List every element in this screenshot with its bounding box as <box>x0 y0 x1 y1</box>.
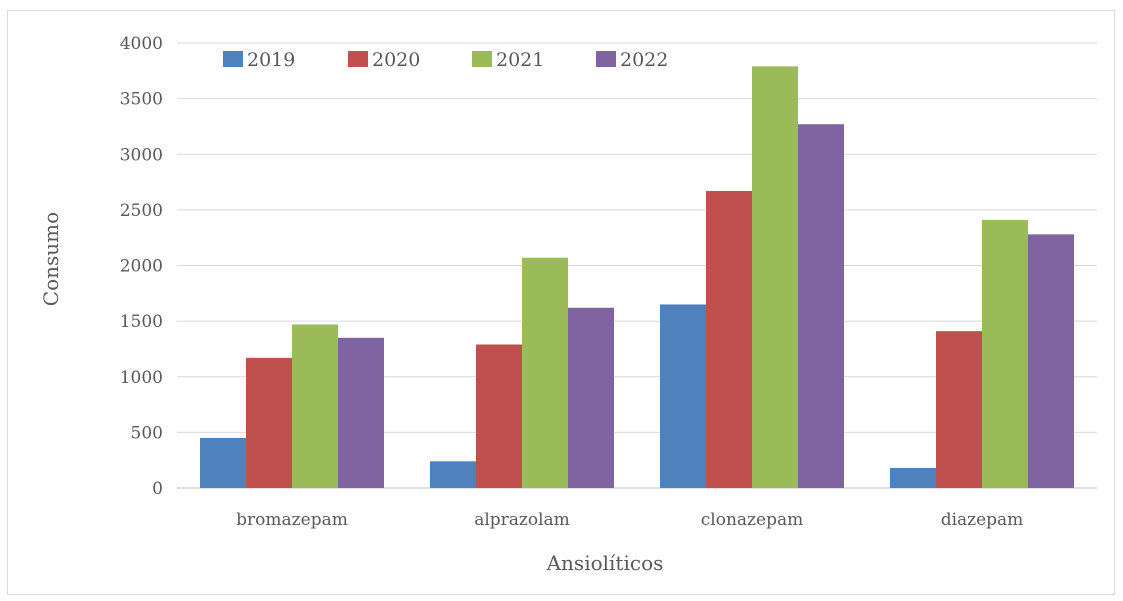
bar-clonazepam-2022 <box>798 124 844 489</box>
y-tick-label: 3500 <box>120 90 163 110</box>
y-tick-label: 3000 <box>120 145 163 165</box>
y-axis-ticks: 0 500 1000 1500 2000 2500 3000 3500 4000 <box>120 34 163 499</box>
y-tick-label: 2000 <box>120 257 163 277</box>
y-tick-label: 2500 <box>120 201 163 221</box>
legend-label: 2021 <box>496 49 544 71</box>
y-axis-title: Consumo <box>39 212 63 306</box>
legend-swatch-2022 <box>596 51 616 67</box>
bar-clonazepam-2019 <box>660 304 706 488</box>
x-category-label: diazepam <box>941 510 1024 530</box>
x-category-label: bromazepam <box>236 510 348 530</box>
y-tick-label: 4000 <box>120 34 163 54</box>
bar-diazepam-2021 <box>982 219 1028 488</box>
bar-diazepam-2019 <box>890 467 936 488</box>
bar-diazepam-2020 <box>936 331 982 488</box>
legend-swatch-2019 <box>223 51 243 67</box>
bars <box>200 66 1074 489</box>
bar-clonazepam-2021 <box>752 66 798 489</box>
bar-bromazepam-2022 <box>338 337 384 488</box>
bar-diazepam-2022 <box>1028 234 1074 488</box>
y-tick-label: 0 <box>152 479 163 499</box>
legend-swatch-2021 <box>472 51 492 67</box>
bar-alprazolam-2020 <box>476 344 522 488</box>
x-category-label: clonazepam <box>701 510 803 530</box>
x-category-label: alprazolam <box>474 510 570 530</box>
legend-swatch-2020 <box>348 51 368 67</box>
bar-bromazepam-2020 <box>246 357 292 488</box>
legend-label: 2020 <box>372 49 420 71</box>
bar-alprazolam-2019 <box>430 461 476 488</box>
x-axis-categories: bromazepam alprazolam clonazepam diazepam <box>236 510 1023 530</box>
bar-alprazolam-2021 <box>522 257 568 488</box>
bar-bromazepam-2019 <box>200 437 246 488</box>
bar-clonazepam-2020 <box>706 190 752 488</box>
y-tick-label: 1000 <box>120 368 163 388</box>
x-axis-title: Ansiolíticos <box>546 551 664 575</box>
legend: 2019 2020 2021 2022 <box>223 49 668 71</box>
y-tick-label: 500 <box>131 423 163 443</box>
y-tick-label: 1500 <box>120 312 163 332</box>
bar-alprazolam-2022 <box>568 307 614 488</box>
bar-bromazepam-2021 <box>292 324 338 488</box>
legend-label: 2019 <box>247 49 295 71</box>
legend-label: 2022 <box>620 49 668 71</box>
